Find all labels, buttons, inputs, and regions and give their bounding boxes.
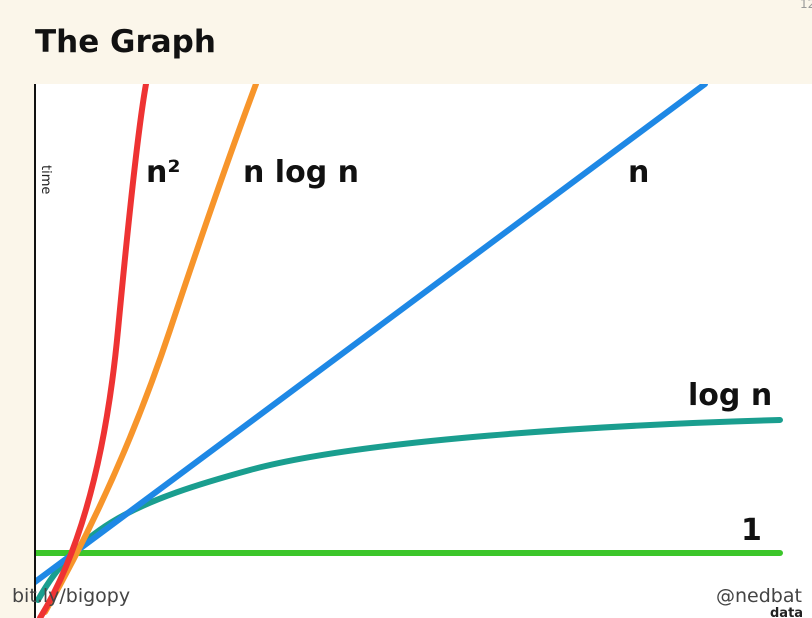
curve-n-log-n bbox=[42, 84, 259, 615]
curve-n-squared bbox=[37, 84, 149, 618]
curve-label: n log n bbox=[243, 155, 359, 190]
curve-label: n² bbox=[146, 155, 181, 190]
footer-link: bit.ly/bigopy bbox=[12, 585, 130, 607]
curve-label: log n bbox=[688, 378, 772, 413]
curve-n bbox=[35, 84, 708, 585]
curve-label: 1 bbox=[741, 513, 762, 548]
footer-author: @nedbat bbox=[716, 585, 802, 607]
curves bbox=[35, 84, 783, 618]
page-number: 12/2 bbox=[800, 0, 812, 11]
x-axis-label: data bbox=[770, 606, 803, 618]
curve-log-n bbox=[35, 417, 783, 603]
slide-title: The Graph bbox=[35, 24, 216, 60]
curve-label: n bbox=[628, 155, 649, 190]
y-axis-label: time bbox=[38, 165, 53, 194]
